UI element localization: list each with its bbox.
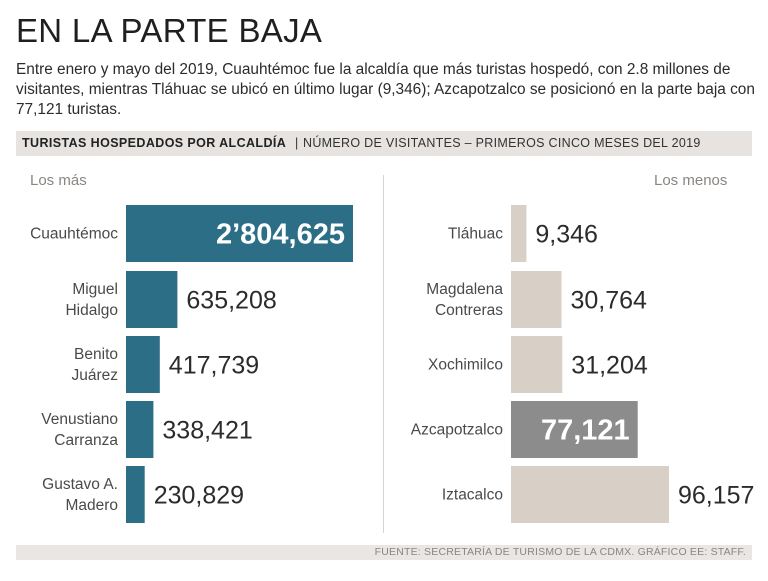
category-label: Xochimilco	[428, 357, 503, 374]
bar	[126, 466, 145, 523]
column-divider	[383, 175, 384, 533]
chart-header-bar: TURISTAS HOSPEDADOS POR ALCALDÍA | NÚMER…	[16, 131, 752, 156]
category-label: Carranza	[54, 432, 118, 449]
header-strong: TURISTAS HOSPEDADOS POR ALCALDÍA	[22, 136, 287, 150]
value-label: 2’804,625	[216, 219, 345, 251]
category-label: Hidalgo	[65, 302, 118, 319]
bar	[511, 271, 562, 328]
value-label: 635,208	[186, 287, 276, 315]
bar	[126, 401, 154, 458]
category-label: Cuauhtémoc	[30, 226, 118, 243]
value-label: 417,739	[169, 352, 259, 380]
bar	[511, 336, 563, 393]
header-separator: |	[295, 136, 299, 150]
bar	[126, 271, 178, 328]
category-label: Azcapotzalco	[411, 422, 503, 439]
category-label: Magdalena	[426, 281, 503, 298]
category-label: Venustiano	[41, 411, 118, 428]
category-label: Iztacalco	[442, 487, 503, 504]
right-column-title: Los menos	[654, 172, 728, 189]
category-label: Gustavo A.	[42, 476, 118, 493]
category-label: Miguel	[72, 281, 118, 298]
bar	[126, 336, 160, 393]
bar	[126, 205, 353, 262]
value-label: 77,121	[541, 415, 630, 447]
bar	[511, 466, 669, 523]
bar	[511, 205, 527, 262]
category-label: Tláhuac	[448, 226, 503, 243]
header-light: NÚMERO DE VISITANTES – PRIMEROS CINCO ME…	[303, 136, 701, 150]
value-label: 96,157	[678, 482, 754, 510]
page-title: EN LA PARTE BAJA	[16, 12, 323, 49]
bar	[511, 401, 638, 458]
value-label: 30,764	[571, 287, 648, 315]
source-note: FUENTE: SECRETARÍA DE TURISMO DE LA CDMX…	[374, 546, 746, 558]
value-label: 31,204	[571, 352, 648, 380]
value-label: 230,829	[154, 482, 244, 510]
category-label: Juárez	[71, 367, 118, 384]
left-column-title: Los más	[30, 172, 87, 189]
subtitle: Entre enero y mayo del 2019, Cuauhtémoc …	[16, 61, 755, 118]
value-label: 9,346	[535, 221, 598, 249]
footer-bar	[16, 545, 752, 560]
category-label: Benito	[74, 346, 118, 363]
category-label: Contreras	[435, 302, 503, 319]
category-label: Madero	[65, 497, 118, 514]
value-label: 338,421	[162, 417, 252, 445]
